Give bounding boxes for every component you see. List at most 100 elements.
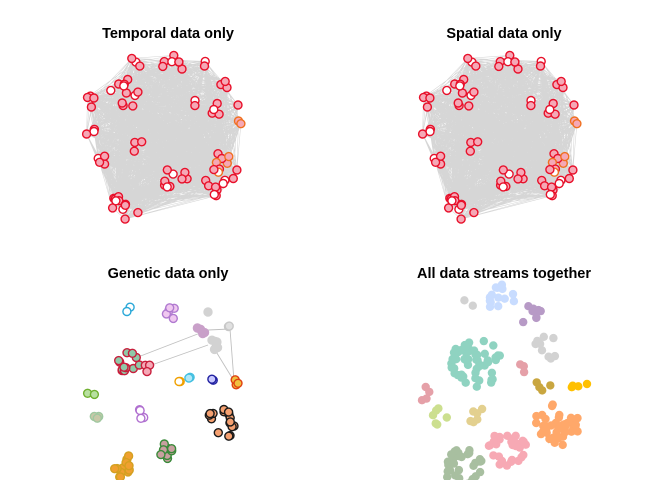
network-node — [190, 100, 200, 111]
network-node — [233, 378, 243, 388]
network-node — [129, 146, 140, 156]
network-node — [560, 151, 570, 162]
network-node — [546, 182, 557, 192]
network-node — [422, 102, 433, 112]
network-node — [232, 165, 242, 175]
network-node — [469, 207, 479, 218]
network-node — [224, 321, 234, 331]
network-node — [425, 93, 435, 103]
network-node — [558, 440, 567, 450]
network-node — [519, 367, 529, 377]
network-node — [473, 137, 483, 147]
network-node — [519, 450, 528, 460]
network-node — [228, 173, 239, 184]
network-node — [503, 431, 512, 440]
network-node — [433, 420, 442, 429]
network-node — [528, 307, 537, 316]
nodes-spatial — [417, 50, 582, 224]
network-node — [86, 102, 97, 112]
network-node — [469, 87, 479, 97]
network-node — [571, 420, 580, 429]
network-node — [519, 317, 528, 327]
network-node — [500, 294, 509, 303]
network-node — [224, 151, 234, 162]
network-node — [537, 410, 547, 420]
network-node — [233, 100, 243, 110]
network-node — [532, 418, 541, 428]
network-node — [456, 200, 466, 211]
panel-title-spatial: Spatial data only — [446, 26, 561, 42]
network-node — [489, 341, 498, 350]
network-edges — [127, 328, 235, 382]
network-node — [560, 427, 570, 437]
panel-title-genetic: Genetic data only — [108, 266, 229, 282]
network-node — [236, 118, 246, 129]
network-node — [460, 296, 469, 305]
network-node — [464, 101, 474, 111]
network-node — [538, 428, 547, 437]
network-node — [422, 394, 431, 403]
network-node — [468, 474, 477, 480]
network-node — [89, 389, 100, 400]
network-node — [471, 374, 480, 383]
network-node — [464, 355, 473, 364]
network-node — [546, 354, 555, 363]
network-node — [122, 306, 132, 317]
network-node — [480, 349, 489, 358]
network-node — [473, 415, 482, 424]
network-node — [136, 137, 147, 147]
network-node — [545, 189, 555, 200]
network-node — [533, 336, 542, 346]
network-node — [485, 302, 495, 311]
network-node — [519, 437, 528, 446]
network-node — [566, 413, 576, 422]
nodes-all — [417, 280, 592, 480]
network-node — [490, 431, 499, 441]
network-node — [168, 313, 179, 324]
network-node — [81, 129, 92, 139]
network-node — [564, 173, 574, 184]
network-node — [218, 178, 228, 189]
network-node — [213, 428, 224, 438]
network-node — [494, 302, 503, 311]
network-node — [498, 182, 508, 192]
network-node — [537, 346, 547, 355]
network-node — [158, 61, 168, 72]
network-node — [567, 383, 576, 392]
network-node — [540, 421, 550, 430]
network-node — [453, 98, 463, 108]
network-node — [223, 407, 234, 417]
network-node — [569, 100, 579, 110]
network-node — [174, 376, 184, 387]
network-node — [519, 362, 528, 371]
network-node — [477, 456, 486, 466]
network-node — [115, 472, 126, 480]
network-node — [526, 100, 536, 111]
network-node — [135, 61, 145, 71]
panel-title-temporal: Temporal data only — [102, 26, 234, 42]
network-node — [475, 361, 485, 371]
edges-genetic — [127, 328, 235, 382]
network-node — [450, 348, 459, 358]
network-node — [220, 76, 230, 87]
network-node — [532, 378, 541, 387]
network-node — [461, 342, 470, 351]
network-node — [473, 350, 482, 360]
network-node — [510, 57, 520, 67]
network-node — [513, 174, 523, 184]
network-node — [487, 368, 497, 377]
network-node — [567, 427, 576, 436]
panel-temporal: Temporal data only — [81, 26, 246, 224]
network-node — [120, 200, 131, 211]
network-node — [545, 104, 555, 115]
network-node — [494, 293, 503, 302]
network-node — [455, 81, 465, 91]
network-node — [450, 369, 459, 378]
network-node — [89, 93, 99, 103]
network-node — [203, 307, 213, 317]
network-node — [456, 214, 466, 224]
network-node — [498, 165, 508, 175]
network-node — [156, 449, 166, 460]
network-node — [447, 196, 457, 206]
